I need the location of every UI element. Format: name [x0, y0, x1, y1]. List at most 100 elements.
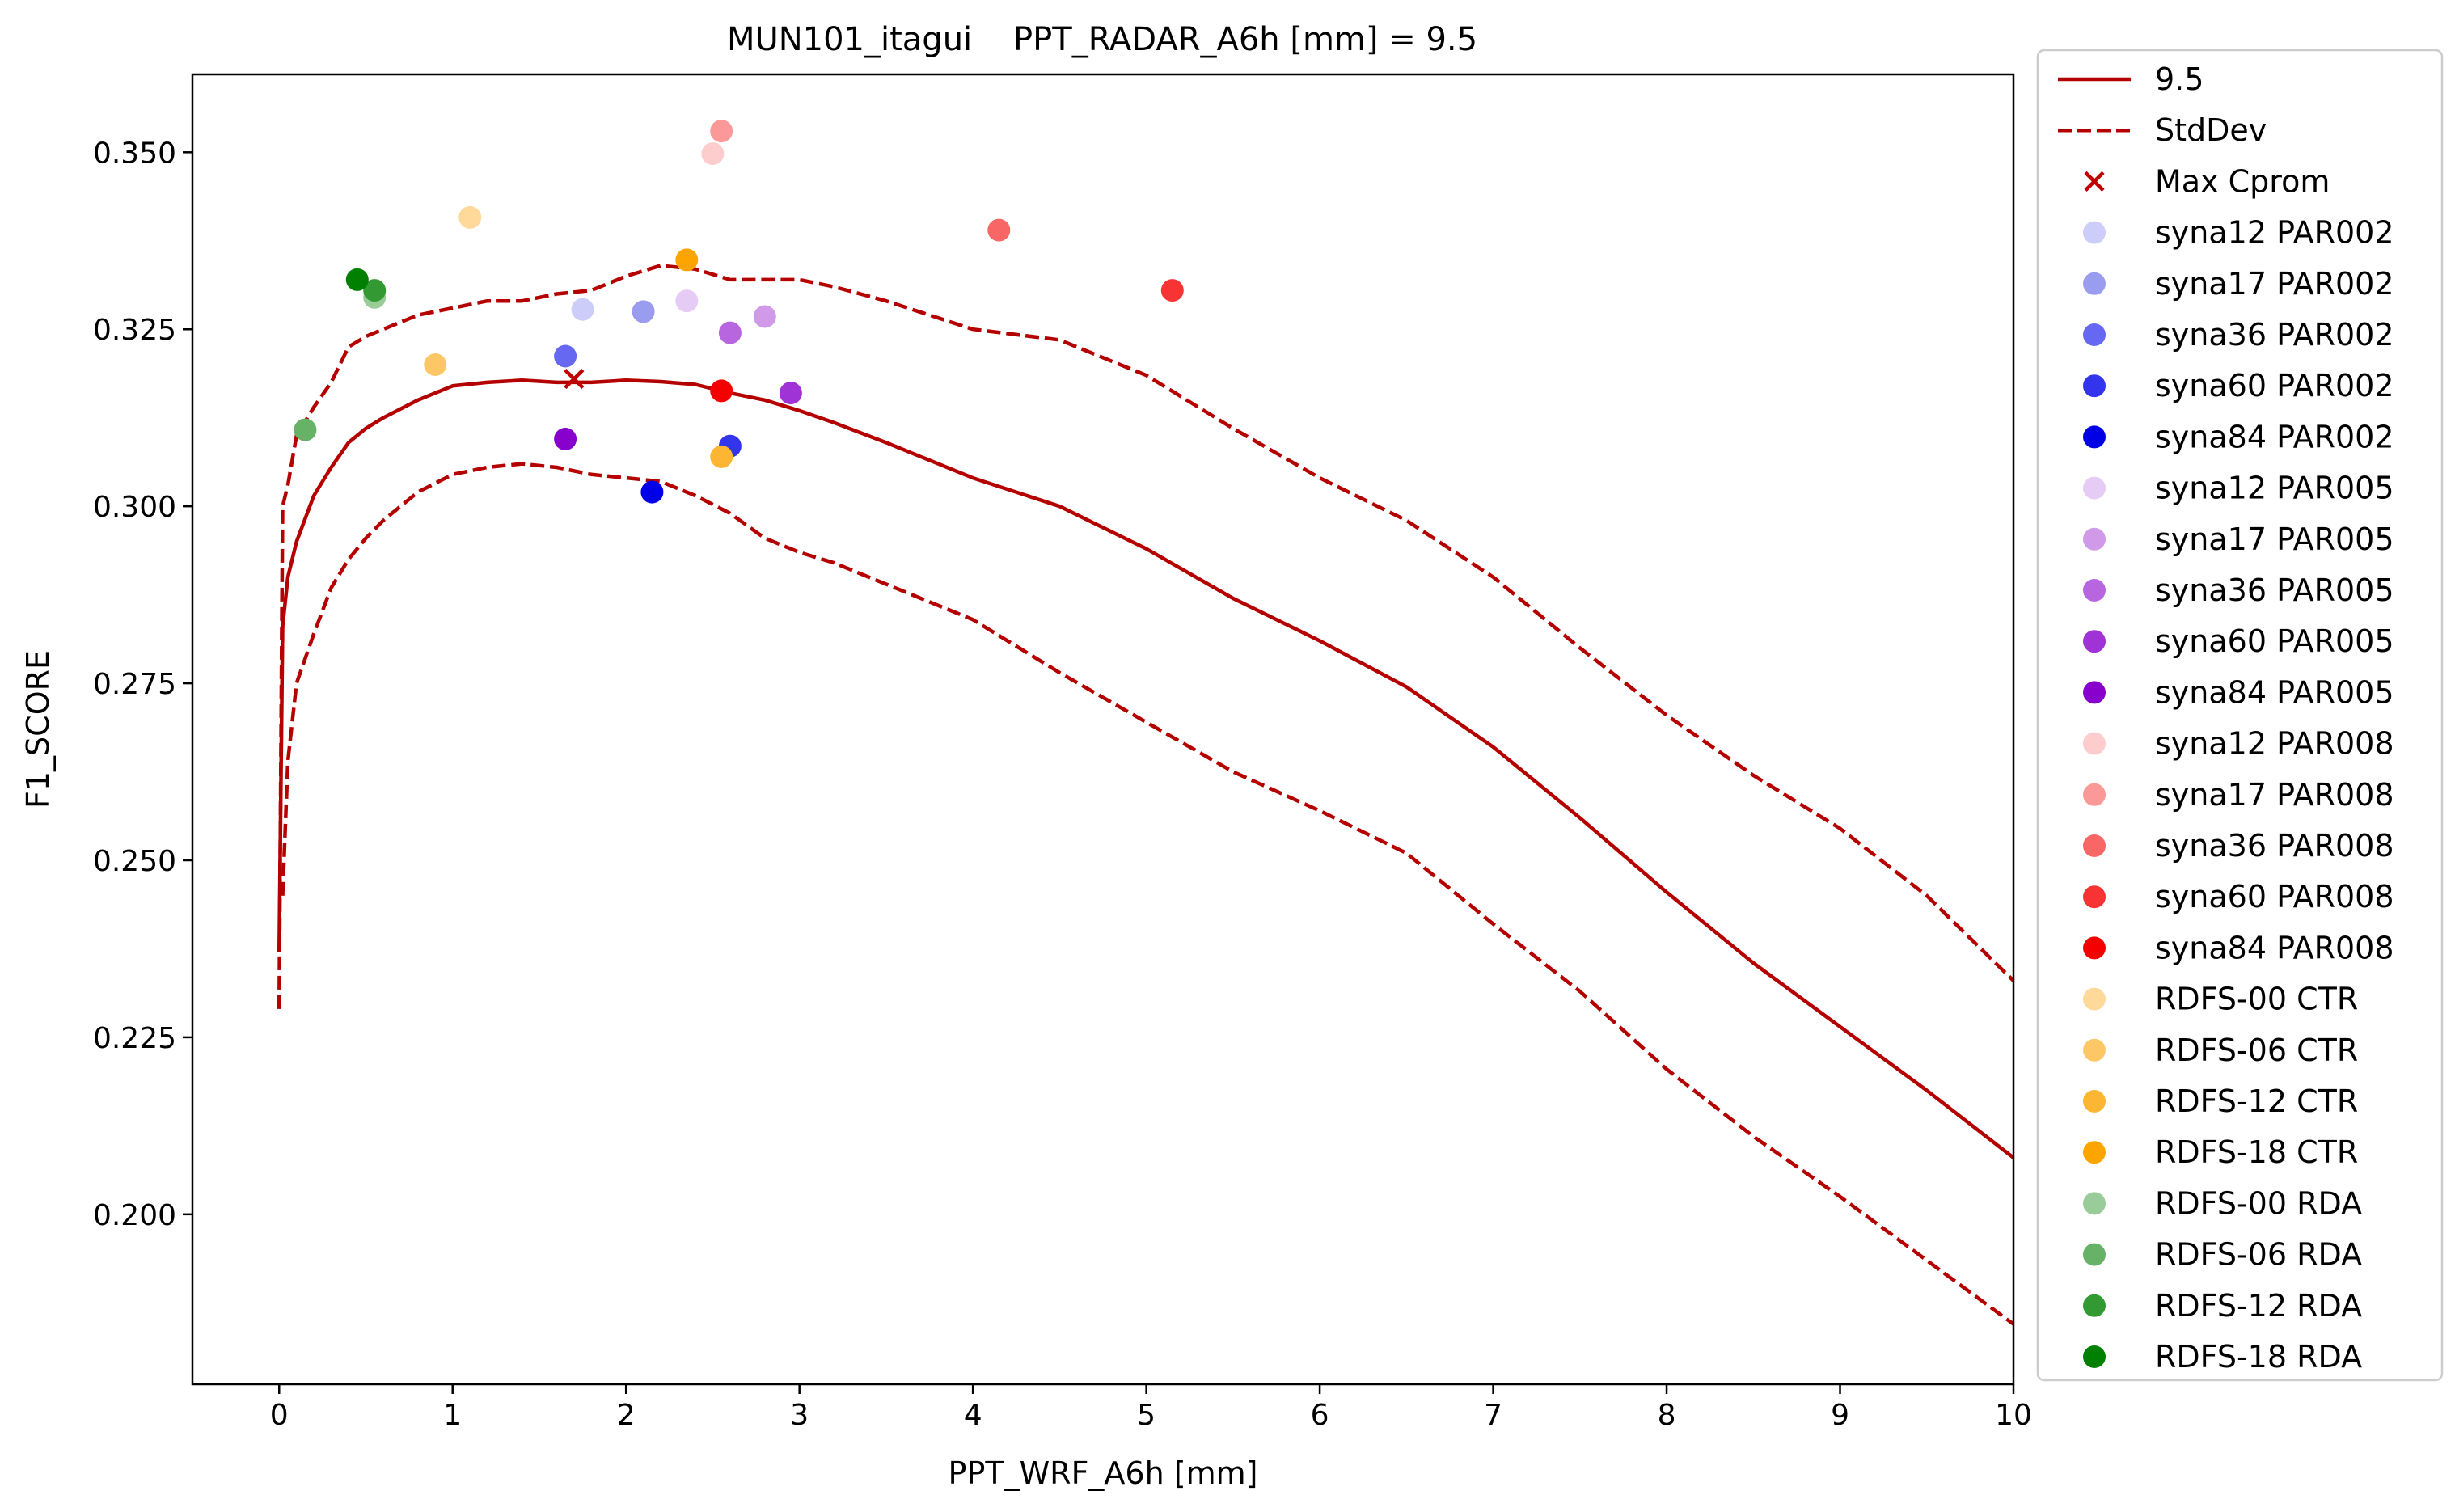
data-point-4: [640, 480, 664, 504]
legend-dot-marker: [2083, 579, 2106, 602]
y-tick-label: 0.300: [93, 491, 176, 524]
data-point-13: [1160, 279, 1184, 302]
x-tick-label: 6: [1311, 1399, 1329, 1432]
series-line-0: [277, 378, 2015, 1159]
data-point-11: [710, 120, 733, 143]
legend-label: RDFS-06 RDA: [2155, 1237, 2362, 1273]
y-tick-label: 0.250: [93, 845, 176, 878]
legend-label: syna12 PAR008: [2155, 726, 2394, 762]
x-tick-label: 8: [1658, 1399, 1676, 1432]
legend-dot-marker: [2083, 425, 2106, 449]
legend-label: syna60 PAR002: [2155, 368, 2394, 403]
data-point-2: [554, 344, 577, 368]
x-axis-label: PPT_WRF_A6h [mm]: [949, 1455, 1258, 1491]
legend-dot-marker: [2083, 272, 2106, 295]
legend-label: syna84 PAR008: [2155, 930, 2394, 965]
data-point-22: [345, 268, 369, 291]
x-tick-label: 2: [617, 1399, 636, 1432]
data-point-0: [571, 298, 594, 321]
x-axis: 0 1 2 3 4 5 6 7 8 9 10: [270, 1384, 2032, 1432]
data-point-15: [458, 205, 482, 229]
data-point-5: [675, 289, 699, 313]
data-point-9: [554, 428, 577, 450]
data-point-10: [701, 142, 725, 166]
x-tick-label: 4: [964, 1399, 982, 1432]
legend-label: RDFS-18 RDA: [2155, 1339, 2362, 1375]
legend-dot-marker: [2083, 323, 2106, 346]
legend-dot-marker: [2083, 783, 2106, 806]
plot-frame: [191, 73, 2015, 1386]
y-tick-label: 0.275: [93, 668, 176, 701]
series-line-1: [277, 264, 2015, 1009]
legend-dot-marker: [2083, 221, 2106, 244]
legend-label: syna84 PAR005: [2155, 674, 2394, 710]
legend-label: syna84 PAR002: [2155, 419, 2394, 454]
data-point-6: [753, 305, 776, 328]
data-point-14: [710, 379, 733, 403]
legend-dot-marker: [2083, 476, 2106, 500]
x-tick-label: 5: [1137, 1399, 1156, 1432]
legend-label: RDFS-18 CTR: [2155, 1134, 2358, 1170]
legend-label: syna17 PAR005: [2155, 522, 2394, 557]
legend-label: syna36 PAR002: [2155, 317, 2394, 353]
legend-dot-marker: [2083, 936, 2106, 960]
x-tick-label: 7: [1484, 1399, 1502, 1432]
legend-dot-marker: [2083, 885, 2106, 909]
y-tick-label: 0.325: [93, 314, 176, 347]
legend-dot-marker: [2083, 681, 2106, 704]
data-point-18: [675, 248, 699, 272]
data-point-20: [294, 418, 317, 441]
x-tick-label: 3: [790, 1399, 809, 1432]
y-tick-label: 0.200: [93, 1199, 176, 1232]
legend-dot-marker: [2083, 1345, 2106, 1368]
y-tick-label: 0.350: [93, 137, 176, 170]
legend-dot-marker: [2083, 1141, 2106, 1164]
legend-label: RDFS-00 CTR: [2155, 982, 2358, 1017]
data-point-12: [987, 218, 1011, 242]
legend-label: syna12 PAR002: [2155, 215, 2394, 251]
legend-label: RDFS-12 RDA: [2155, 1288, 2362, 1324]
data-point-8: [779, 382, 802, 405]
max-point-marker: [564, 368, 585, 390]
legend-label: syna12 PAR005: [2155, 471, 2394, 506]
data-point-21: [363, 279, 387, 302]
x-tick-label: 10: [1995, 1399, 2032, 1432]
legend-label: syna17 PAR008: [2155, 777, 2394, 813]
y-tick-label: 0.225: [93, 1022, 176, 1055]
legend-dot-marker: [2083, 987, 2106, 1011]
legend-dot-marker: [2083, 1294, 2106, 1317]
legend-label: RDFS-12 CTR: [2155, 1083, 2358, 1119]
legend-x-marker: [2084, 171, 2105, 192]
series-line-2: [281, 462, 2015, 1326]
legend-label: RDFS-06 CTR: [2155, 1033, 2358, 1068]
x-tick-label: 1: [443, 1399, 462, 1432]
legend-label: syna60 PAR005: [2155, 623, 2394, 659]
legend-dot-marker: [2083, 630, 2106, 653]
y-axis: 0.200 0.225 0.250 0.275 0.300 0.325 0.350: [93, 137, 192, 1232]
legend-dot-marker: [2083, 1243, 2106, 1266]
data-point-7: [718, 321, 742, 344]
legend-frame: [2036, 49, 2444, 1382]
legend-dot-marker: [2083, 834, 2106, 857]
data-point-16: [424, 353, 447, 376]
legend-dot-marker: [2083, 374, 2106, 398]
legend-dot-marker: [2083, 732, 2106, 755]
chart-title: MUN101_itagui PPT_RADAR_A6h [mm] = 9.5: [727, 21, 1477, 58]
data-point-17: [710, 445, 733, 468]
legend-label: syna36 PAR008: [2155, 828, 2394, 864]
legend-label: StdDev: [2155, 112, 2267, 148]
y-axis-label: F1_SCORE: [20, 650, 56, 809]
legend-dot-marker: [2083, 1192, 2106, 1215]
legend-label: syna17 PAR002: [2155, 266, 2394, 302]
legend-label: Max Cprom: [2155, 163, 2330, 199]
legend: 9.5 StdDev Max Cprom syna12 PAR002 syna17 PA…: [2036, 49, 2444, 1382]
legend-dot-marker: [2083, 527, 2106, 551]
legend-label: syna60 PAR008: [2155, 879, 2394, 914]
x-tick-label: 9: [1831, 1399, 1849, 1432]
plot-area: [277, 120, 2015, 1326]
x-tick-label: 0: [270, 1399, 289, 1432]
legend-label: 9.5: [2155, 61, 2204, 97]
legend-label: RDFS-00 RDA: [2155, 1185, 2362, 1221]
data-point-1: [632, 300, 655, 323]
